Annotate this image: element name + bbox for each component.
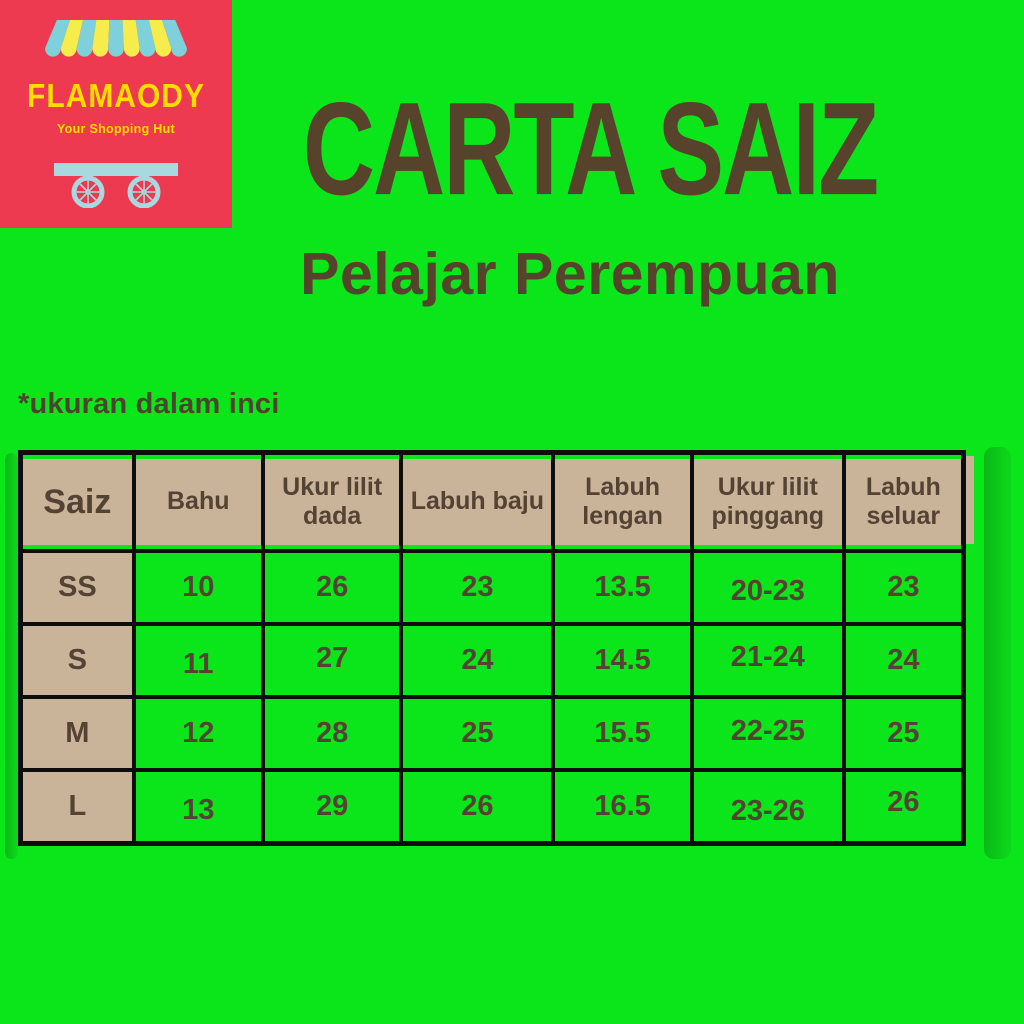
- cell-value: 29: [316, 789, 349, 822]
- page-title: CARTA SAIZ: [302, 75, 879, 224]
- table-cell: 23: [841, 549, 966, 626]
- size-table: Saiz Bahu Ukur lilit dada Labuh baju Lab…: [18, 450, 966, 846]
- table-cell: 24: [399, 622, 556, 699]
- header-cell-labuh-seluar: Labuh seluar: [841, 450, 966, 553]
- cell-value: 28: [316, 717, 349, 749]
- cell-value: L: [68, 789, 87, 822]
- cell-value: 16.5: [594, 789, 651, 822]
- table-cell: 23-26: [689, 768, 846, 845]
- cell-value: 24: [887, 644, 920, 676]
- brand-tagline: Your Shopping Hut: [56, 122, 176, 136]
- shop-logo-card: FLAMAODY Your Shopping Hut: [0, 0, 232, 228]
- table-row-m: M 12 28 25 15.5 22-25 25: [18, 695, 966, 772]
- cell-value: 20-23: [730, 575, 805, 607]
- table-cell: 26: [399, 768, 556, 845]
- wheel-icon: [71, 175, 105, 208]
- cell-value: 13.5: [594, 571, 651, 603]
- cell-value: 15.5: [594, 717, 651, 749]
- cell-value: 14.5: [594, 644, 651, 676]
- cell-value: 23: [887, 571, 920, 603]
- table-row-s: S 11 27 24 14.5 21-24 24: [18, 622, 966, 699]
- cart-icon: [54, 163, 178, 208]
- table-row-ss: SS 10 26 23 13.5 20-23 23: [18, 549, 966, 626]
- cell-value: 26: [316, 571, 349, 603]
- table-cell: 24: [841, 622, 966, 699]
- cell-value: 11: [182, 648, 214, 680]
- table-shadow-left: [5, 453, 18, 859]
- table-header-row: Saiz Bahu Ukur lilit dada Labuh baju Lab…: [18, 450, 966, 553]
- cell-value: 21-24: [730, 641, 805, 673]
- header-label: Labuh lengan: [582, 472, 663, 531]
- header-cell-ukur-lilit-pinggang: Ukur lilit pinggang: [689, 450, 846, 553]
- table-cell: 20-23: [689, 549, 846, 626]
- cell-value: 26: [461, 789, 494, 822]
- table-cell: 14.5: [551, 622, 694, 699]
- header-label: Labuh seluar: [865, 472, 941, 531]
- table-cell: 22-25: [689, 695, 846, 772]
- cell-value: 10: [182, 571, 215, 603]
- cell-value: S: [67, 644, 87, 676]
- header-cell-ukur-lilit-dada: Ukur lilit dada: [260, 450, 404, 553]
- header-label: Labuh baju: [410, 487, 545, 516]
- cell-value: 24: [461, 644, 494, 676]
- cell-value: 23: [461, 571, 494, 603]
- cell-value: 25: [461, 717, 494, 749]
- table-cell: 10: [131, 549, 265, 626]
- header-cell-labuh-baju: Labuh baju: [399, 450, 556, 553]
- row-label-cell: L: [18, 768, 136, 845]
- table-cell: 23: [399, 549, 556, 626]
- table-cell: 29: [260, 768, 404, 845]
- table-cell: 12: [131, 695, 265, 772]
- table-cell: 25: [399, 695, 556, 772]
- cell-value: 26: [887, 785, 920, 818]
- table-row-l: L 13 29 26 16.5 23-26 26: [18, 768, 966, 845]
- table-cell: 11: [131, 622, 265, 699]
- header-label: Saiz: [43, 482, 112, 521]
- table-cell: 15.5: [551, 695, 694, 772]
- cell-value: 22-25: [730, 715, 805, 747]
- table-edge-sliver: [963, 456, 974, 544]
- table-shadow-right: [984, 447, 1011, 859]
- row-label-cell: S: [18, 622, 136, 699]
- header-label: Ukur lilit dada: [282, 472, 383, 531]
- page-subtitle: Pelajar Perempuan: [300, 241, 840, 307]
- table-cell: 27: [260, 622, 404, 699]
- row-label-cell: SS: [18, 549, 136, 626]
- unit-note: *ukuran dalam inci: [18, 388, 280, 420]
- header-cell-labuh-lengan: Labuh lengan: [551, 450, 694, 553]
- table-cell: 16.5: [551, 768, 694, 845]
- awning-icon: [45, 20, 187, 57]
- cell-value: 12: [182, 717, 215, 749]
- header-cell-saiz: Saiz: [18, 450, 136, 553]
- table-cell: 26: [841, 768, 966, 845]
- cell-value: M: [65, 717, 90, 749]
- cell-value: 27: [316, 642, 349, 674]
- header-label: Bahu: [167, 487, 230, 516]
- wheel-icon: [127, 175, 161, 208]
- header-cell-bahu: Bahu: [131, 450, 265, 553]
- table-cell: 13: [131, 768, 265, 845]
- cell-value: 13: [182, 793, 215, 826]
- table-cell: 25: [841, 695, 966, 772]
- brand-name: FLAMAODY: [27, 78, 205, 115]
- cell-value: 25: [887, 717, 920, 749]
- table-cell: 28: [260, 695, 404, 772]
- table-cell: 26: [260, 549, 404, 626]
- cell-value: SS: [57, 571, 97, 603]
- header-label: Ukur lilit pinggang: [711, 472, 825, 531]
- row-label-cell: M: [18, 695, 136, 772]
- table-cell: 21-24: [689, 622, 846, 699]
- table-cell: 13.5: [551, 549, 694, 626]
- cell-value: 23-26: [730, 794, 805, 827]
